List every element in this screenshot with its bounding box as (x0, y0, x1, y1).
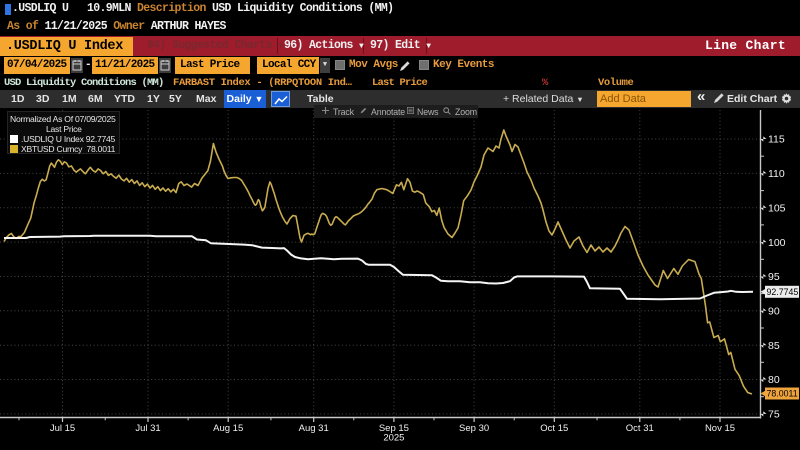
svg-text:Oct 15: Oct 15 (540, 423, 568, 434)
svg-text:115: 115 (768, 134, 785, 146)
svg-text:Sep 15: Sep 15 (379, 423, 409, 434)
svg-text:Sep 30: Sep 30 (459, 423, 489, 434)
svg-text:80: 80 (768, 374, 780, 386)
svg-text:Aug 31: Aug 31 (299, 423, 329, 434)
svg-text:Jul 31: Jul 31 (135, 423, 160, 434)
svg-text:Nov 15: Nov 15 (705, 423, 735, 434)
svg-text:92.7745: 92.7745 (767, 287, 799, 297)
svg-text:95: 95 (768, 271, 780, 283)
svg-text:85: 85 (768, 340, 780, 352)
svg-text:100: 100 (768, 237, 786, 249)
svg-text:75: 75 (768, 409, 780, 421)
svg-text:Jul 15: Jul 15 (50, 423, 75, 434)
svg-text:90: 90 (768, 306, 780, 318)
svg-text:105: 105 (768, 203, 786, 215)
svg-text:Oct 31: Oct 31 (626, 423, 654, 434)
svg-text:Aug 15: Aug 15 (213, 423, 243, 434)
svg-text:2025: 2025 (383, 433, 404, 444)
svg-text:110: 110 (768, 168, 785, 180)
svg-text:78.0011: 78.0011 (767, 389, 798, 399)
